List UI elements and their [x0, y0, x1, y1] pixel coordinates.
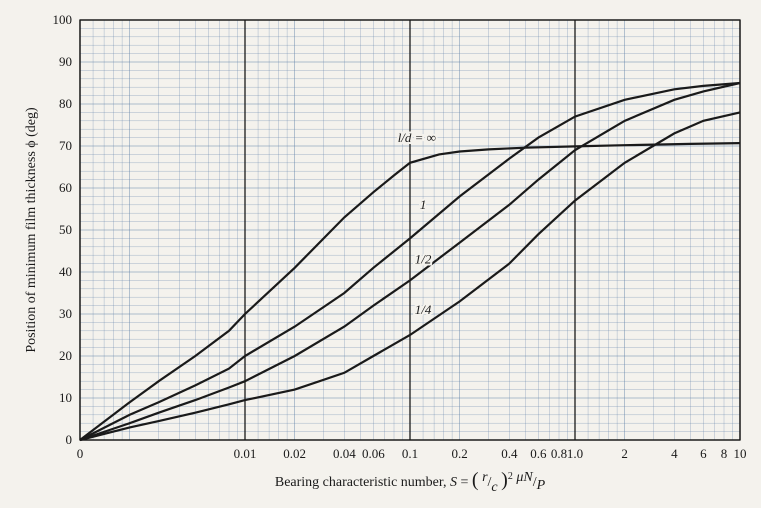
svg-text:0.04: 0.04	[333, 446, 356, 461]
svg-text:1: 1	[420, 197, 427, 212]
svg-text:0.01: 0.01	[234, 446, 257, 461]
svg-text:30: 30	[59, 306, 72, 321]
svg-text:0: 0	[66, 432, 73, 447]
svg-text:0.6: 0.6	[530, 446, 547, 461]
svg-text:1.0: 1.0	[567, 446, 583, 461]
svg-text:0.1: 0.1	[402, 446, 418, 461]
svg-text:40: 40	[59, 264, 72, 279]
svg-text:50: 50	[59, 222, 72, 237]
svg-text:20: 20	[59, 348, 72, 363]
svg-text:Position of minimum film thick: Position of minimum film thickness ϕ (de…	[24, 107, 39, 353]
svg-text:90: 90	[59, 54, 72, 69]
svg-text:2: 2	[621, 446, 628, 461]
svg-text:Bearing characteristic number,: Bearing characteristic number, S = ( r/c…	[275, 469, 546, 495]
svg-text:10: 10	[734, 446, 747, 461]
svg-text:0.2: 0.2	[452, 446, 468, 461]
svg-text:10: 10	[59, 390, 72, 405]
svg-text:100: 100	[53, 12, 73, 27]
svg-text:4: 4	[671, 446, 678, 461]
svg-text:8: 8	[721, 446, 728, 461]
svg-text:l/d = ∞: l/d = ∞	[398, 130, 436, 145]
svg-text:0: 0	[77, 446, 84, 461]
svg-text:80: 80	[59, 96, 72, 111]
svg-text:1/2: 1/2	[415, 252, 432, 267]
svg-text:0.06: 0.06	[362, 446, 385, 461]
svg-text:0.8: 0.8	[551, 446, 567, 461]
svg-text:0.4: 0.4	[501, 446, 518, 461]
chart-svg: l/d = ∞ 1 1/2 1/4 0 10 20 30 40 50 60 70 80 90 100 0 0.0…	[10, 10, 751, 498]
svg-text:6: 6	[700, 446, 707, 461]
svg-text:0.02: 0.02	[283, 446, 306, 461]
svg-text:1/4: 1/4	[415, 302, 432, 317]
svg-text:70: 70	[59, 138, 72, 153]
film-thickness-chart: l/d = ∞ 1 1/2 1/4 0 10 20 30 40 50 60 70 80 90 100 0 0.0…	[10, 10, 751, 498]
svg-text:60: 60	[59, 180, 72, 195]
